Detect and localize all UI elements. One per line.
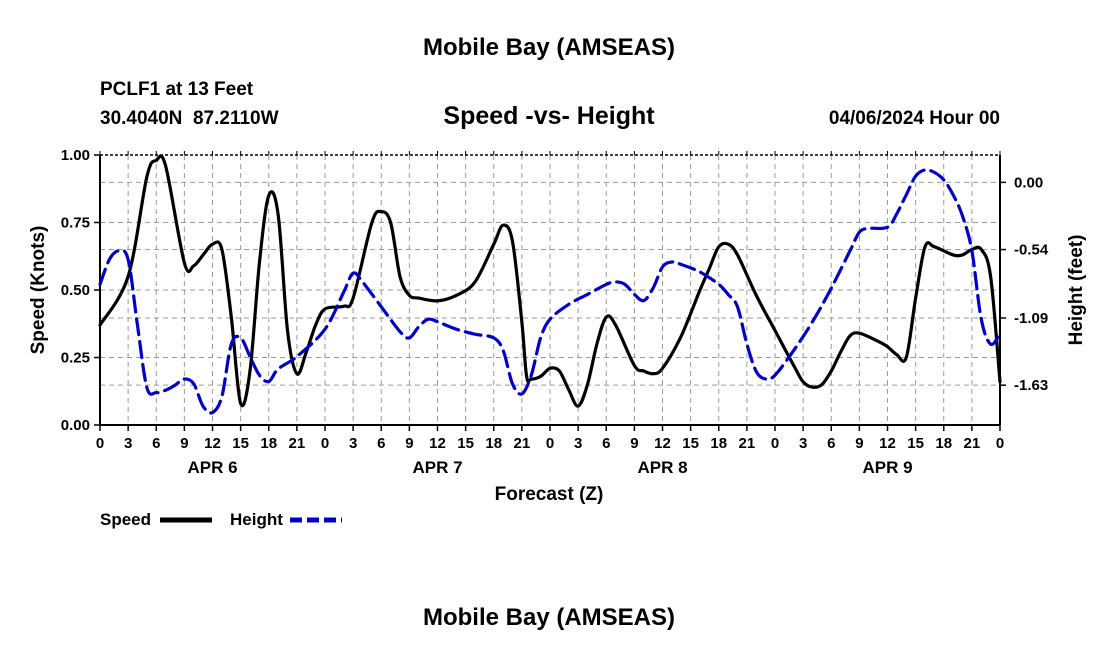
- x-tick-label: 9: [405, 435, 413, 452]
- x-tick-label: 3: [799, 435, 807, 452]
- x-tick-label: 21: [964, 435, 981, 452]
- right-tick-label: -1.63: [1014, 377, 1048, 394]
- y-axis-label-left: Speed (Knots): [28, 226, 49, 355]
- chart-title: Speed -vs- Height: [443, 102, 655, 130]
- x-tick-label: 6: [827, 435, 835, 452]
- x-axis-ticks: 0 3 6 9 12 15 18 21 0 3 6 9 12 15 18 21 0 3 6 9 12 15 18 21 0 3 6 9…: [96, 151, 1004, 452]
- x-tick-label: 3: [574, 435, 582, 452]
- x-tick-label: 9: [180, 435, 188, 452]
- left-tick-label: 0.75: [61, 215, 90, 232]
- left-tick-label: 0.00: [61, 417, 90, 434]
- x-tick-label: 15: [682, 435, 699, 452]
- series-line-height: [98, 168, 1002, 415]
- x-tick-label: 0: [546, 435, 554, 452]
- x-tick-label: 6: [152, 435, 160, 452]
- x-tick-label: 3: [349, 435, 357, 452]
- x-tick-label: 18: [485, 435, 502, 452]
- left-axis-ticks: 0.00 0.25 0.50 0.75 1.00: [61, 147, 100, 434]
- day-labels: APR 6 APR 7 APR 8 APR 9: [187, 458, 912, 477]
- y-axis-label-right: Height (feet): [1066, 235, 1087, 346]
- page-title-top: Mobile Bay (AMSEAS): [423, 34, 675, 61]
- x-tick-label: 18: [710, 435, 727, 452]
- left-tick-label: 0.50: [61, 282, 90, 299]
- legend-label-height: Height: [230, 510, 283, 529]
- left-tick-label: 1.00: [61, 147, 90, 164]
- x-tick-label: 18: [935, 435, 952, 452]
- x-tick-label: 15: [907, 435, 924, 452]
- legend: Speed Height: [100, 510, 342, 529]
- series-group: [98, 154, 1002, 415]
- x-tick-label: 0: [996, 435, 1004, 452]
- right-tick-label: 0.00: [1014, 174, 1043, 191]
- x-tick-label: 0: [771, 435, 779, 452]
- day-label: APR 8: [637, 458, 687, 477]
- day-label: APR 9: [862, 458, 912, 477]
- left-tick-label: 0.25: [61, 350, 90, 367]
- x-axis-label: Forecast (Z): [495, 484, 604, 505]
- x-tick-label: 15: [232, 435, 249, 452]
- x-tick-label: 6: [602, 435, 610, 452]
- x-tick-label: 12: [204, 435, 221, 452]
- right-axis-ticks: 0.00 -0.54 -1.09 -1.63: [1000, 174, 1049, 394]
- coordinates-label: 30.4040N 87.2110W: [100, 108, 279, 129]
- x-tick-label: 3: [124, 435, 132, 452]
- station-label: PCLF1 at 13 Feet: [100, 79, 254, 100]
- day-label: APR 6: [187, 458, 237, 477]
- page-title-bottom: Mobile Bay (AMSEAS): [423, 604, 675, 631]
- x-tick-label: 0: [321, 435, 329, 452]
- legend-label-speed: Speed: [100, 510, 151, 529]
- series-line-speed: [98, 154, 1002, 408]
- x-tick-label: 12: [879, 435, 896, 452]
- day-label: APR 7: [412, 458, 462, 477]
- x-tick-label: 21: [739, 435, 756, 452]
- forecast-datetime: 04/06/2024 Hour 00: [829, 108, 1000, 129]
- x-tick-label: 9: [630, 435, 638, 452]
- x-tick-label: 21: [289, 435, 306, 452]
- x-tick-label: 12: [429, 435, 446, 452]
- right-tick-label: -1.09: [1014, 310, 1048, 327]
- x-tick-label: 21: [514, 435, 531, 452]
- x-tick-label: 9: [855, 435, 863, 452]
- grid: [100, 155, 1000, 425]
- right-tick-label: -0.54: [1014, 242, 1049, 259]
- x-tick-label: 15: [457, 435, 474, 452]
- x-tick-label: 12: [654, 435, 671, 452]
- x-tick-label: 18: [260, 435, 277, 452]
- x-tick-label: 0: [96, 435, 104, 452]
- x-tick-label: 6: [377, 435, 385, 452]
